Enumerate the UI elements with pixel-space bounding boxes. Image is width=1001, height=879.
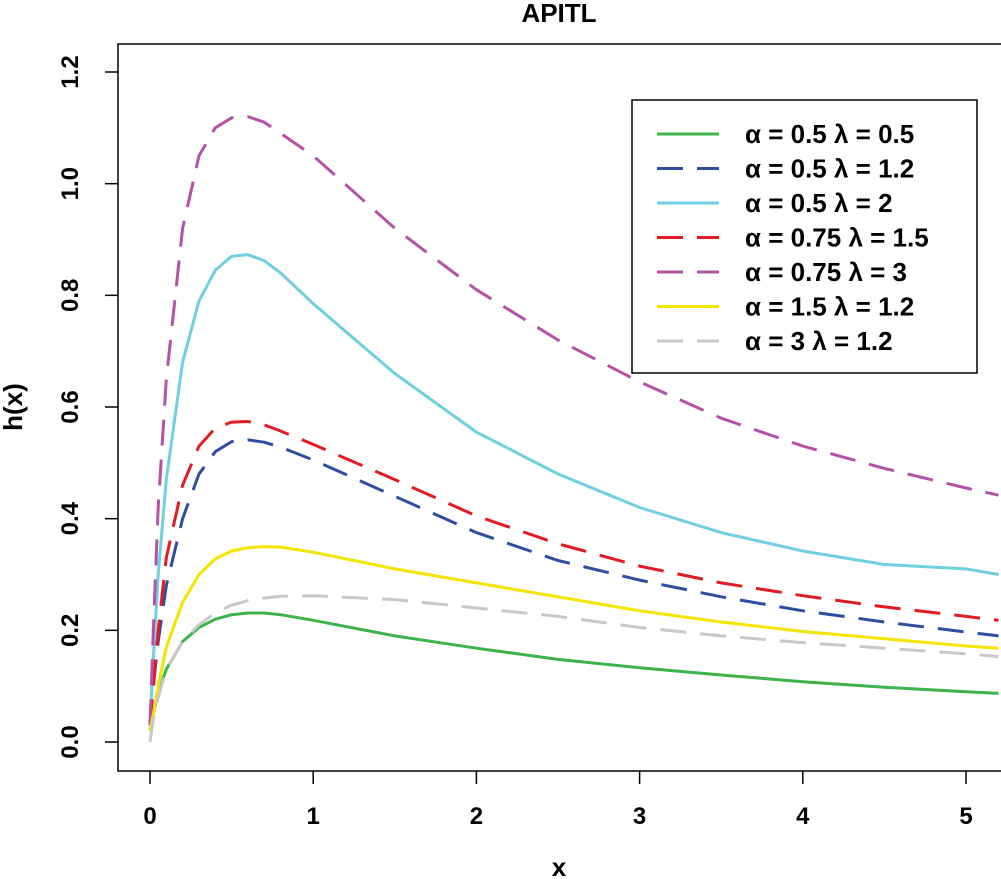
y-tick-label: 0.4 — [57, 501, 84, 535]
legend: α = 0.5 λ = 0.5 α = 0.5 λ = 1.2 α = 0.5 λ … — [631, 99, 978, 374]
y-tick-label: 0.2 — [57, 614, 84, 647]
legend-label-5: α = 0.75 λ = 3 — [745, 257, 907, 287]
y-axis: 0.0 0.2 0.4 0.6 0.8 1.0 1.2 — [57, 55, 118, 759]
series-line-5 — [148, 115, 999, 726]
x-tick-label: 5 — [959, 803, 972, 830]
series-line-4 — [148, 420, 999, 726]
plot-area — [117, 43, 1001, 772]
series-line-3 — [148, 253, 999, 726]
x-axis: 0 1 2 3 4 5 — [143, 771, 973, 830]
x-axis-label: x — [552, 852, 567, 879]
series-line-2 — [148, 438, 999, 726]
x-tick-label: 2 — [470, 803, 483, 830]
series-line-1 — [148, 611, 999, 732]
x-tick-label: 4 — [796, 803, 810, 830]
legend-label-2: α = 0.5 λ = 1.2 — [745, 154, 914, 184]
legend-label-1: α = 0.5 λ = 0.5 — [745, 119, 914, 149]
y-tick-label: 0.6 — [57, 390, 84, 423]
series-line-6 — [148, 545, 999, 732]
y-tick-label: 0.8 — [57, 279, 84, 312]
x-tick-label: 1 — [307, 803, 320, 830]
legend-label-6: α = 1.5 λ = 1.2 — [745, 292, 914, 322]
y-tick-label: 1.0 — [57, 167, 84, 200]
legend-label-7: α = 3 λ = 1.2 — [745, 326, 893, 356]
legend-box — [631, 99, 978, 374]
legend-label-4: α = 0.75 λ = 1.5 — [745, 223, 929, 253]
x-tick-label: 0 — [143, 803, 156, 830]
y-tick-label: 0.0 — [57, 725, 84, 758]
chart-title: APITL — [521, 0, 596, 28]
x-tick-label: 3 — [633, 803, 646, 830]
series-line-7 — [148, 594, 999, 743]
y-axis-label: h(x) — [0, 383, 28, 431]
legend-label-3: α = 0.5 λ = 2 — [745, 188, 893, 218]
y-tick-label: 1.2 — [57, 55, 84, 88]
